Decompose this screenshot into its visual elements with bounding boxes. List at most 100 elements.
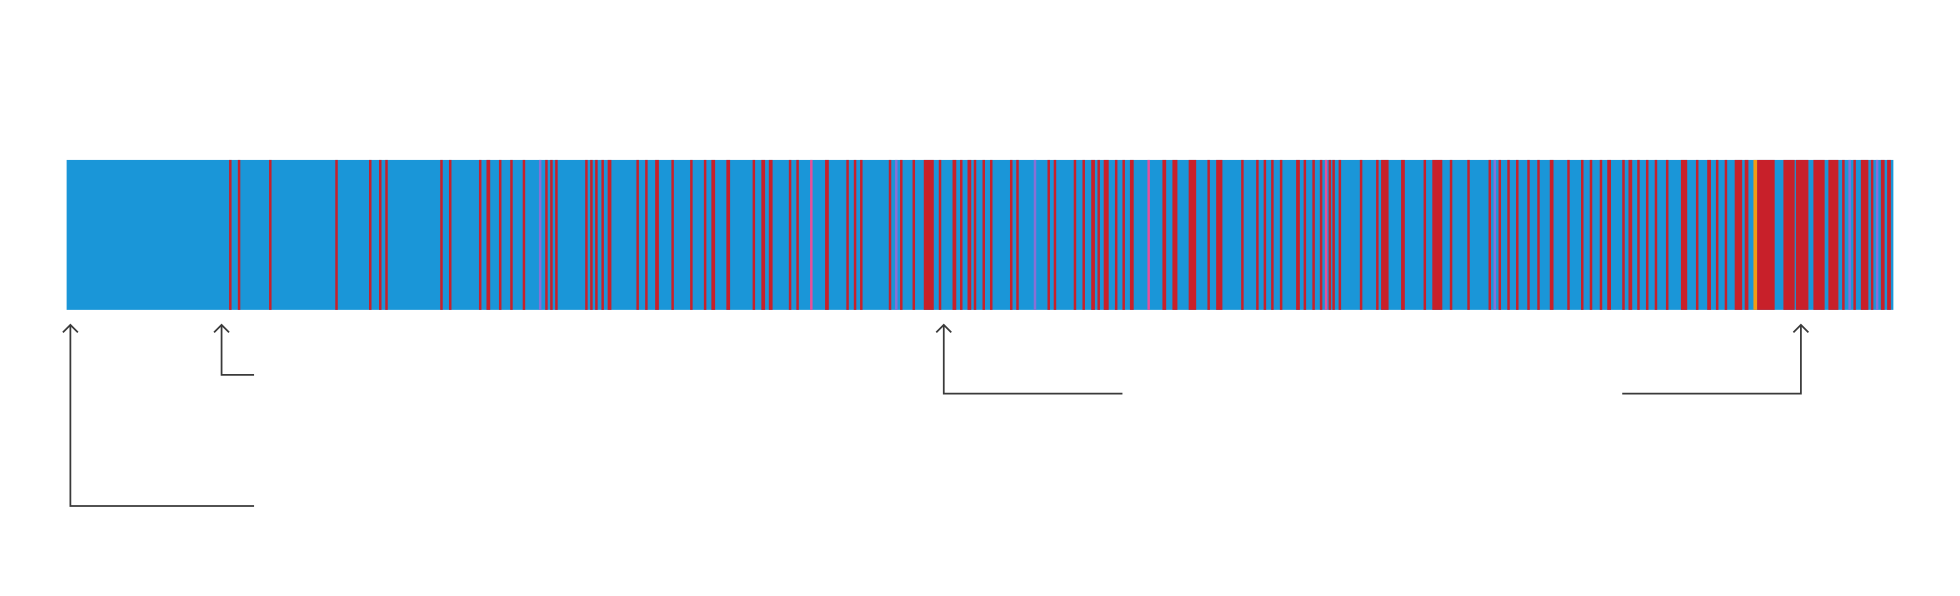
stripe (269, 159, 272, 310)
stripe (1680, 159, 1688, 310)
stripe (1589, 159, 1593, 310)
stripe (1853, 159, 1856, 310)
stripe (1432, 159, 1443, 310)
stripe (636, 159, 639, 310)
callout-line (69, 324, 255, 507)
stripe (1880, 159, 1885, 310)
stripe (1734, 159, 1743, 310)
stripe (1724, 159, 1728, 310)
stripe (1449, 159, 1453, 310)
stripe (595, 159, 598, 310)
stripe (1493, 159, 1497, 310)
stripe (1645, 159, 1649, 310)
stripe (555, 159, 558, 310)
stripe (768, 159, 773, 310)
stripe (1423, 159, 1427, 310)
stripe (1842, 159, 1845, 310)
stripe (1263, 159, 1267, 310)
stripe (1053, 159, 1057, 310)
stripe (1122, 159, 1125, 310)
stripe (601, 159, 604, 310)
stripe (1637, 159, 1640, 310)
stripe (1328, 159, 1332, 310)
stripe (711, 159, 716, 310)
stripe (960, 159, 963, 310)
stripe (752, 159, 756, 310)
stripe (860, 159, 863, 310)
stripe (1665, 159, 1669, 310)
stripe (690, 159, 693, 310)
stripe (1567, 159, 1570, 310)
stripe (1488, 159, 1492, 310)
stripe (1319, 159, 1323, 310)
stripe (952, 159, 957, 310)
stripe (1467, 159, 1470, 310)
stripe (1695, 159, 1699, 310)
stripe (788, 159, 792, 310)
stripe (761, 159, 766, 310)
stripe (1009, 159, 1013, 310)
callout-line (1622, 324, 1802, 395)
stripe (895, 159, 898, 310)
stripe (550, 159, 553, 310)
stripe (853, 159, 857, 310)
stripe (1147, 159, 1150, 310)
stripe (478, 159, 482, 310)
stripe (1498, 159, 1502, 310)
stripe (671, 159, 674, 310)
stripe (846, 159, 849, 310)
stripe (1033, 159, 1037, 310)
stripe (1860, 159, 1869, 310)
stripe (1622, 159, 1625, 310)
stripe (1296, 159, 1300, 310)
stripe (1875, 159, 1879, 310)
stripe (703, 159, 707, 310)
stripe (923, 159, 934, 310)
stripe (1813, 159, 1825, 310)
stripe (1188, 159, 1197, 310)
stripe (486, 159, 491, 310)
stripe (229, 159, 232, 310)
stripe (1279, 159, 1283, 310)
stripe (796, 159, 799, 310)
stripe (973, 159, 977, 310)
stripe (1401, 159, 1405, 310)
stripe (912, 159, 916, 310)
timeline-bar (66, 159, 1894, 310)
stripe (1381, 159, 1389, 310)
stripe (1753, 159, 1758, 310)
stripe (498, 159, 502, 310)
stripe (1103, 159, 1109, 310)
stripe (1795, 159, 1809, 310)
stripe (1256, 159, 1259, 310)
stripe (607, 159, 612, 310)
stripe (1783, 159, 1795, 310)
stripe (1312, 159, 1315, 310)
stripe (1091, 159, 1095, 310)
stripe (1549, 159, 1554, 310)
stripe (538, 159, 542, 310)
stripe (1537, 159, 1540, 310)
stripe (385, 159, 388, 310)
stripe (938, 159, 942, 310)
stripe (510, 159, 513, 310)
stripe (522, 159, 526, 310)
stripe (1073, 159, 1077, 310)
stripe (1715, 159, 1719, 310)
stripe (888, 159, 892, 310)
stripe (448, 159, 452, 310)
stripe (1162, 159, 1167, 310)
stripe (1207, 159, 1210, 310)
stripe (1599, 159, 1603, 310)
stripe (1507, 159, 1510, 310)
stripe (726, 159, 731, 310)
stripe (1082, 159, 1085, 310)
stripe (590, 159, 593, 310)
stripe (825, 159, 829, 310)
stripe (1338, 159, 1342, 310)
stripe (655, 159, 659, 310)
stripe (1516, 159, 1519, 310)
stripe (440, 159, 443, 310)
